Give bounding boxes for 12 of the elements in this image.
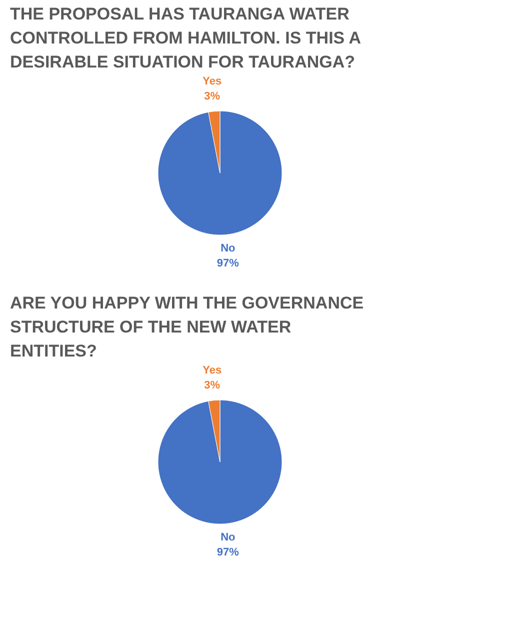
data-label: 3%	[204, 379, 220, 392]
slice-label: Yes	[202, 364, 222, 376]
chart-title: ARE YOU HAPPY WITH THE GOVERNANCE STRUCTURE OF THE NEW WATER ENTITIES?	[10, 293, 364, 360]
data-label: 97%	[216, 546, 240, 559]
data-label: 97%	[216, 258, 240, 270]
slice-label: No	[220, 242, 236, 255]
pie-slice	[158, 110, 282, 236]
pie-slice	[158, 400, 282, 524]
slice-label: Yes	[202, 75, 222, 88]
chart-title: THE PROPOSAL HAS TAURANGA WATER CONTROLLED FROM HAMILTON. IS THIS A DESIRABLE SITUATION FOR TAURANGA?	[10, 4, 361, 72]
data-label: 3%	[204, 90, 220, 102]
slice-label: No	[220, 532, 236, 544]
